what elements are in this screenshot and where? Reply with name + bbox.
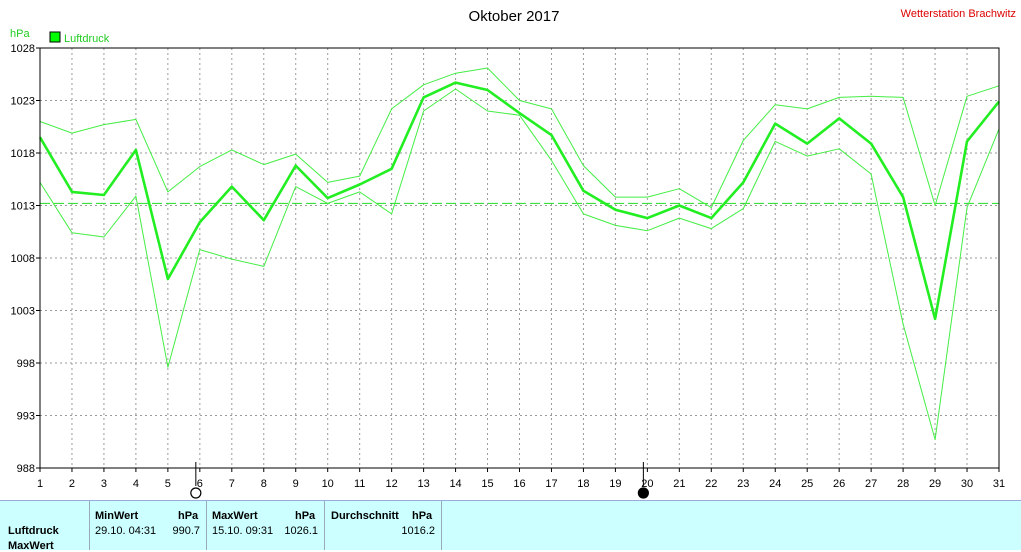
x-tick-label: 9 — [293, 478, 299, 490]
legend-swatch — [49, 31, 61, 43]
y-tick-label: 1013 — [11, 201, 35, 213]
x-tick-label: 27 — [865, 478, 877, 490]
x-tick-labels: 1 2 3 4 5 6 7 8 9 10 11 12 13 14 15 16 17 18 19 20 21 22 23 24 2… — [37, 468, 1005, 490]
min-datetime: 29.10. 04:31 — [95, 525, 157, 537]
avg-header: Durchschnitt — [331, 510, 399, 522]
x-tick-label: 14 — [449, 478, 461, 490]
x-tick-label: 13 — [417, 478, 429, 490]
stats-max-cell: MaxWert hPa 15.10. 09:31 1026.1 — [207, 501, 325, 550]
x-tick-label: 31 — [993, 478, 1005, 490]
x-tick-label: 4 — [133, 478, 139, 490]
y-tick-label: 1018 — [11, 148, 35, 160]
x-tick-label: 5 — [165, 478, 171, 490]
x-tick-label: 20 — [641, 478, 653, 490]
grid — [40, 48, 999, 468]
y-tick-label: 993 — [17, 411, 35, 423]
x-tick-label: 1 — [37, 478, 43, 490]
x-tick-label: 12 — [386, 478, 398, 490]
max-datetime: 15.10. 09:31 — [212, 525, 274, 537]
y-tick-label: 1023 — [11, 96, 35, 108]
x-tick-label: 8 — [261, 478, 267, 490]
y-tick-label: 998 — [17, 358, 35, 370]
x-tick-label: 22 — [705, 478, 717, 490]
x-tick-label: 23 — [737, 478, 749, 490]
avg-value: 1016.2 — [401, 525, 435, 537]
avg-unit: hPa — [412, 510, 433, 522]
x-tick-label: 25 — [801, 478, 813, 490]
stats-label-cell: Luftdruck MaxWert — [0, 501, 90, 552]
pressure-chart: Oktober 2017 Wetterstation Brachwitz hPa… — [10, 8, 1016, 499]
max-header: MaxWert — [212, 510, 258, 522]
x-tick-label: 21 — [673, 478, 685, 490]
y-tick-label: 1028 — [11, 43, 35, 55]
x-tick-label: 17 — [545, 478, 557, 490]
x-tick-label: 6 — [197, 478, 203, 490]
x-tick-label: 10 — [322, 478, 334, 490]
station-name: Wetterstation Brachwitz — [901, 8, 1016, 20]
x-tick-label: 15 — [481, 478, 493, 490]
x-tick-label: 30 — [961, 478, 973, 490]
x-tick-label: 2 — [69, 478, 75, 490]
max-unit: hPa — [295, 510, 316, 522]
y-tick-labels: 988 993 998 1003 1008 1013 1018 1023 1028 — [11, 43, 40, 475]
x-tick-label: 18 — [577, 478, 589, 490]
series-line-mean — [38, 81, 1001, 321]
y-tick-label: 988 — [17, 463, 35, 475]
y-tick-label: 1003 — [11, 306, 35, 318]
x-tick-label: 24 — [769, 478, 781, 490]
legend-label: Luftdruck — [64, 33, 110, 45]
full-moon-icon — [190, 487, 202, 499]
y-tick-label: 1008 — [11, 253, 35, 265]
series-line-max — [39, 67, 1000, 209]
series-line-min — [39, 88, 1000, 441]
x-tick-label: 16 — [513, 478, 525, 490]
legend: Luftdruck — [49, 31, 110, 45]
x-tick-label: 7 — [229, 478, 235, 490]
chart-title: Oktober 2017 — [469, 8, 560, 25]
stats-row-luftdruck: Luftdruck — [8, 525, 59, 537]
stats-row-maxwert: MaxWert — [8, 540, 54, 552]
min-header: MinWert — [95, 510, 139, 522]
min-unit: hPa — [178, 510, 199, 522]
x-tick-label: 3 — [101, 478, 107, 490]
x-tick-label: 26 — [833, 478, 845, 490]
x-tick-label: 11 — [354, 478, 365, 490]
max-value: 1026.1 — [284, 525, 318, 537]
new-moon-icon — [637, 487, 649, 499]
stats-min-cell: MinWert hPa 29.10. 04:31 990.7 — [90, 501, 207, 550]
stats-avg-cell: Durchschnitt hPa 1016.2 — [325, 501, 442, 550]
x-tick-label: 19 — [609, 478, 621, 490]
x-tick-label: 29 — [929, 478, 941, 490]
min-value: 990.7 — [172, 525, 200, 537]
x-tick-label: 28 — [897, 478, 909, 490]
series-group — [38, 67, 1001, 441]
statistics-panel: Luftdruck MaxWert MinWert hPa 29.10. 04:… — [0, 500, 1021, 552]
y-axis-unit: hPa — [10, 28, 30, 40]
moon-phases — [190, 462, 649, 499]
